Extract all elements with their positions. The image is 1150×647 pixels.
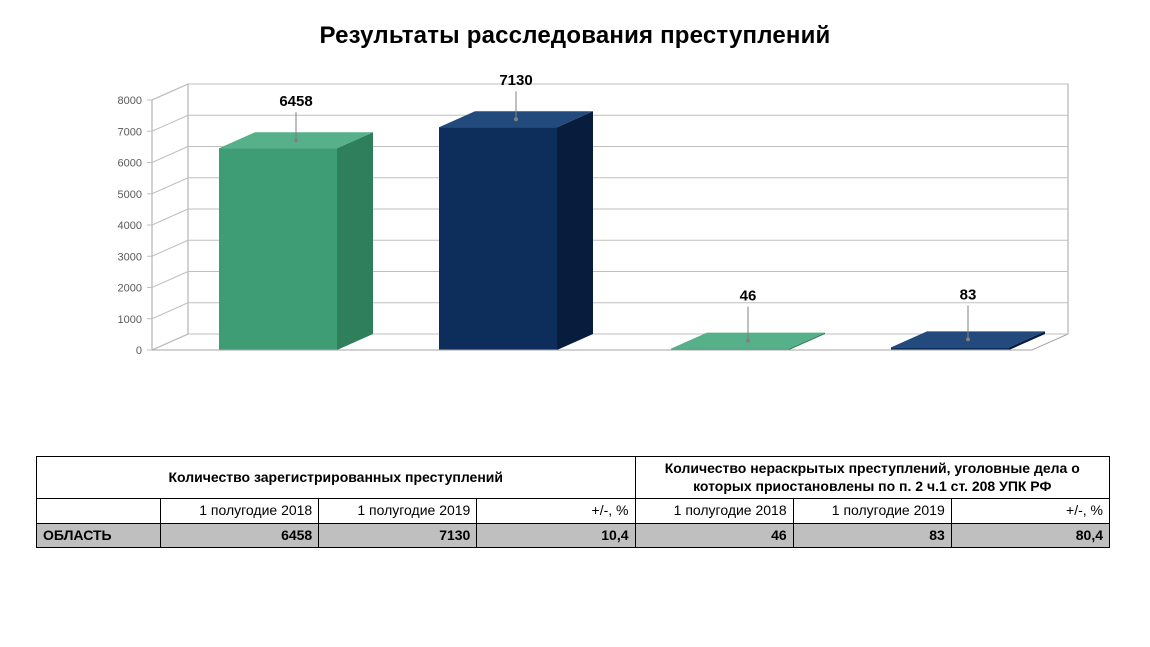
- table-subheader: +/-, %: [951, 499, 1109, 524]
- table-row-label: ОБЛАСТЬ: [37, 523, 161, 548]
- table-subheader: 1 полугодие 2019: [319, 499, 477, 524]
- svg-text:1000: 1000: [118, 314, 142, 326]
- table-group-header-2: Количество нераскрытых преступлений, уго…: [635, 457, 1109, 499]
- svg-text:2000: 2000: [118, 283, 142, 295]
- table-cell: 6458: [161, 523, 319, 548]
- table-subheader: 1 полугодие 2019: [793, 499, 951, 524]
- svg-text:8000: 8000: [118, 95, 142, 107]
- page-root: { "title": "Результаты расследования пре…: [0, 0, 1150, 647]
- table-cell: 7130: [319, 523, 477, 548]
- table-cell: 83: [793, 523, 951, 548]
- data-table: Количество зарегистрированных преступлен…: [36, 456, 1110, 548]
- table-group-header-1: Количество зарегистрированных преступлен…: [37, 457, 636, 499]
- table-blank-subheader: [37, 499, 161, 524]
- table-subheader: 1 полугодие 2018: [635, 499, 793, 524]
- svg-text:3000: 3000: [118, 251, 142, 263]
- svg-text:0: 0: [136, 345, 142, 357]
- table-subheader: +/-, %: [477, 499, 635, 524]
- chart-title: Результаты расследования преступлений: [0, 0, 1150, 50]
- bar-value-label: 6458: [279, 93, 312, 110]
- table-cell: 80,4: [951, 523, 1109, 548]
- bar-chart: 0 1000 2000 3000 4000 5000 6000 7000 8000 6458 713…: [80, 70, 1070, 400]
- svg-text:5000: 5000: [118, 189, 142, 201]
- table-cell: 10,4: [477, 523, 635, 548]
- table-cell: 46: [635, 523, 793, 548]
- svg-text:7000: 7000: [118, 126, 142, 138]
- bar-value-label: 7130: [499, 72, 532, 89]
- data-table-wrap: Количество зарегистрированных преступлен…: [36, 456, 1110, 548]
- bar-value-label: 83: [960, 286, 977, 303]
- bar-chart-svg: 0 1000 2000 3000 4000 5000 6000 7000 8000 6458 713…: [80, 70, 1070, 400]
- svg-text:6000: 6000: [118, 158, 142, 170]
- bar-value-label: 46: [740, 288, 757, 305]
- svg-text:4000: 4000: [118, 220, 142, 232]
- table-subheader: 1 полугодие 2018: [161, 499, 319, 524]
